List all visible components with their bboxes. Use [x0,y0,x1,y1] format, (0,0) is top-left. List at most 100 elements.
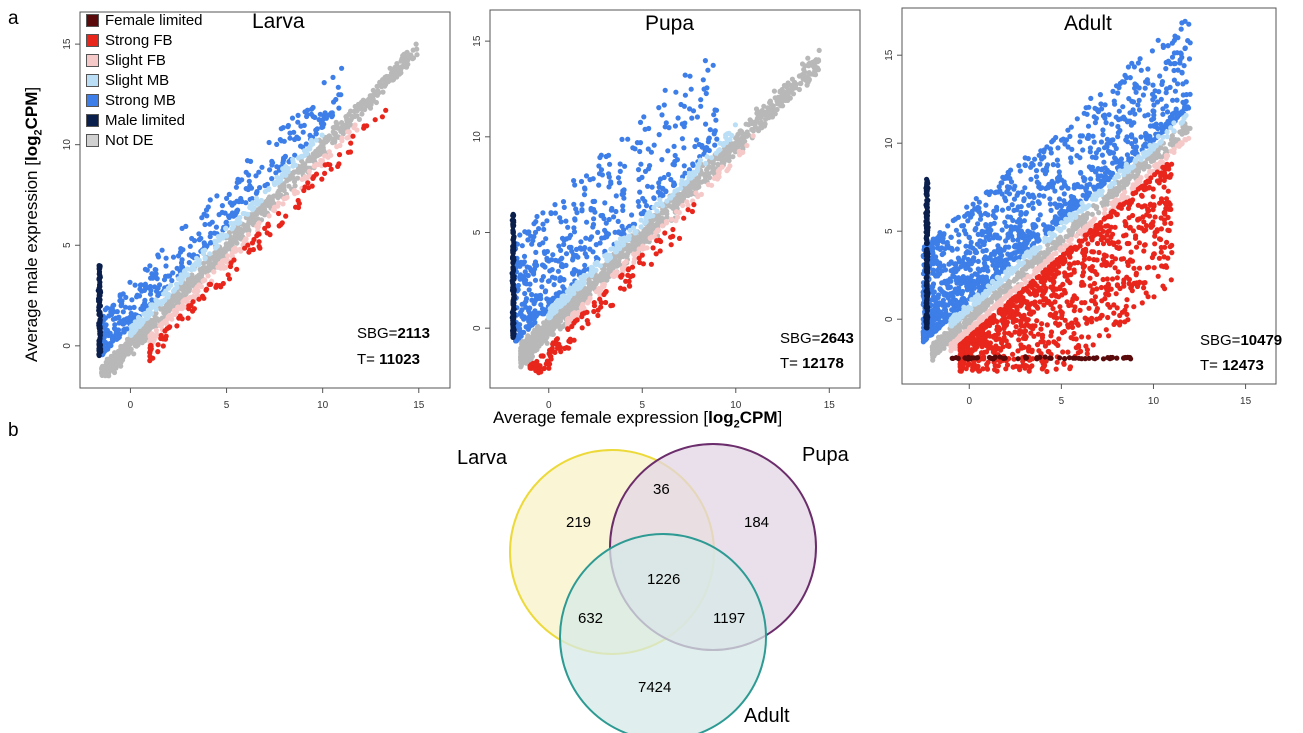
data-point-strong-mb [292,136,298,143]
data-point-not-de [558,308,564,314]
data-point-not-de [742,138,748,144]
data-point-slight-mb [308,137,315,143]
data-point-strong-mb [517,232,523,238]
data-point-slight-fb [306,168,312,174]
data-point-strong-mb [547,299,553,305]
data-point-not-de [325,135,332,141]
data-point-strong-mb [595,229,601,235]
data-point-slight-mb [614,240,620,246]
data-point-not-de [332,124,338,130]
data-point-slight-mb [704,154,710,160]
data-point-strong-mb [239,198,245,205]
data-point-slight-mb [633,229,639,235]
data-point-male-limited [510,256,516,262]
data-point-not-de [815,59,821,65]
data-point-strong-fb [579,325,585,331]
data-point-strong-mb [651,195,657,201]
data-point-strong-fb [566,338,572,344]
data-point-slight-mb [212,245,219,251]
data-point-not-de [186,287,192,293]
data-point-strong-mb [179,257,185,263]
data-point-strong-mb [703,90,709,97]
data-point-strong-mb [338,92,344,98]
data-point-strong-mb [205,204,211,210]
data-point-not-de [674,197,680,203]
data-point-strong-mb [571,225,577,231]
data-point-not-de [106,373,112,379]
data-point-slight-mb [664,198,670,204]
data-point-not-de [997,287,1003,293]
data-point-strong-mb [526,314,532,320]
data-point-strong-mb [663,188,669,195]
data-point-strong-mb [573,252,579,259]
data-point-strong-mb [525,237,531,243]
data-point-strong-mb [571,201,577,207]
data-point-not-de [1089,211,1095,217]
data-point-strong-mb [304,107,311,113]
data-point-not-de [698,179,704,185]
data-point-strong-mb [611,214,617,220]
data-point-slight-mb [654,208,660,214]
data-point-not-de [346,111,352,117]
data-point-slight-fb [631,251,637,257]
data-point-strong-mb [115,327,122,333]
data-point-not-de [261,202,267,208]
data-point-slight-fb [623,259,629,265]
data-point-strong-mb [635,199,641,205]
data-point-male-limited [509,270,515,276]
data-point-not-de [662,207,669,213]
data-point-strong-fb [681,215,687,221]
data-point-male-limited [511,320,517,326]
data-point-strong-mb [118,318,124,324]
data-point-strong-mb [651,142,657,148]
data-point-slight-mb [604,258,610,264]
data-point-not-de [131,336,137,342]
data-point-strong-mb [541,311,547,317]
data-point-slight-fb [211,269,217,275]
data-point-slight-fb [714,176,721,182]
data-point-not-de [1023,264,1029,270]
data-point-strong-mb [152,267,158,273]
data-point-strong-fb [527,364,533,370]
data-point-slight-mb [165,293,171,299]
data-point-slight-fb [345,129,351,135]
data-point-strong-mb [582,245,588,251]
data-point-strong-mb [1140,92,1146,98]
data-point-strong-mb [941,231,947,237]
data-point-not-de [201,260,207,266]
data-point-not-de [1187,125,1193,131]
data-point-not-de [626,247,633,253]
data-point-slight-fb [597,292,603,298]
data-point-not-de [724,154,730,160]
data-point-strong-mb [538,302,544,308]
data-point-slight-mb [223,226,229,232]
data-point-slight-mb [660,203,666,209]
data-point-strong-mb [292,152,298,158]
data-point-not-de [255,216,261,222]
data-point-male-limited [97,284,103,290]
data-point-strong-fb [348,140,354,146]
data-point-strong-mb [666,125,672,131]
data-point-strong-mb [170,254,177,260]
data-point-not-de [670,205,676,211]
data-point-strong-mb [640,210,646,217]
data-point-strong-mb [537,242,543,248]
data-point-not-de [738,128,744,134]
data-point-not-de [1178,128,1185,135]
data-point-strong-mb [1178,26,1184,32]
data-point-slight-mb [274,174,280,180]
data-point-strong-mb [675,115,681,121]
data-point-strong-mb [214,193,220,199]
data-point-strong-mb [617,168,623,174]
data-point-strong-fb [295,204,302,211]
data-point-not-de [275,195,281,201]
data-point-strong-mb [682,92,688,98]
data-point-strong-fb [610,302,616,308]
data-point-slight-mb [146,309,153,315]
data-point-strong-mb [975,266,981,272]
data-point-strong-mb [658,190,664,197]
data-point-strong-mb [298,143,304,149]
data-point-male-limited [510,230,516,236]
data-point-not-de [931,344,937,350]
data-point-strong-mb [681,103,687,109]
